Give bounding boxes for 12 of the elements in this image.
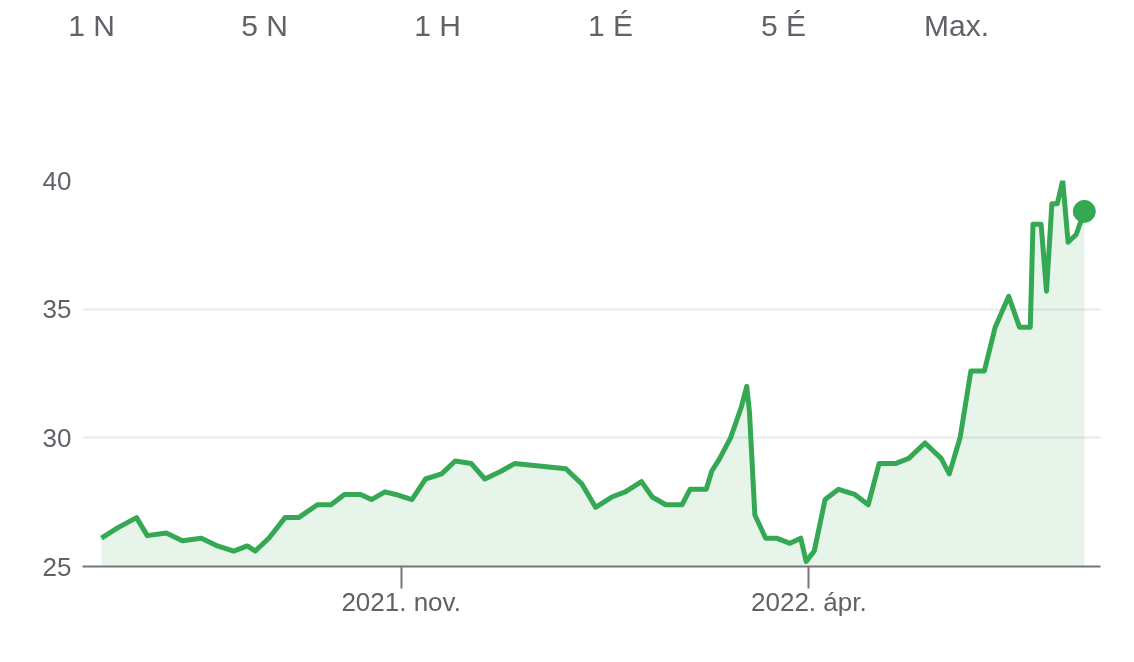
text: 1 N xyxy=(67,8,116,44)
y-tick-label: 25 xyxy=(42,551,72,582)
y-tick-label: 30 xyxy=(42,422,72,453)
text: Max. xyxy=(923,8,990,44)
text: 5 É xyxy=(760,8,807,44)
text: 5 N xyxy=(240,8,289,44)
x-tick-label: 2021. nov. xyxy=(341,586,461,617)
y-tick-label: 40 xyxy=(42,165,72,196)
text: 1 É xyxy=(587,8,634,44)
y-tick-label: 35 xyxy=(42,294,72,325)
x-tick-label: 2022. ápr. xyxy=(751,586,867,617)
text: 1 H xyxy=(413,8,462,44)
